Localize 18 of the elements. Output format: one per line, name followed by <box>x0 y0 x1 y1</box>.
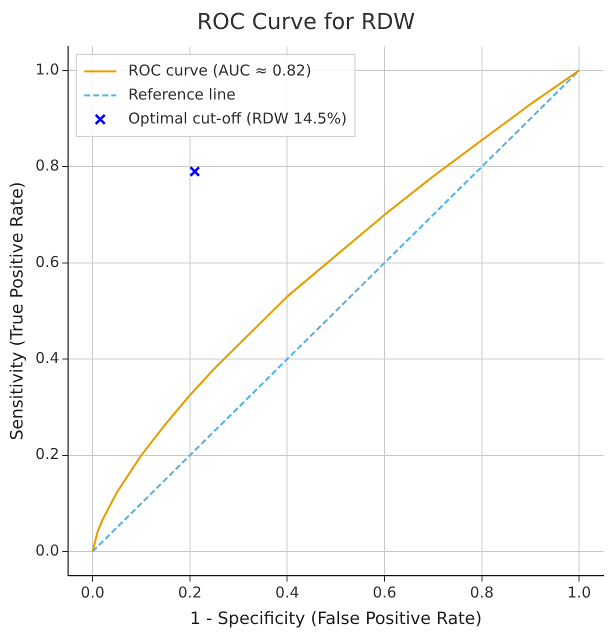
x-tick-label: 0.8 <box>470 583 494 602</box>
y-axis-title: Sensitivity (True Positive Rate) <box>8 182 28 440</box>
y-tick-label: 0.0 <box>35 541 60 560</box>
x-tick-label: 1.0 <box>567 583 592 602</box>
y-tick-label: 0.2 <box>35 445 60 464</box>
y-tick-label: 1.0 <box>35 60 60 78</box>
legend-label: ROC curve (AUC ≈ 0.82) <box>128 61 312 80</box>
x-tick-label: 0.0 <box>80 583 105 602</box>
x-tick-label: 0.6 <box>372 583 396 602</box>
x-tick-label: 0.2 <box>178 583 202 602</box>
legend-label: Reference line <box>128 85 236 104</box>
x-tick-label: 0.4 <box>275 583 300 602</box>
y-tick-label: 0.8 <box>35 156 60 175</box>
legend-label: Optimal cut-off (RDW 14.5%) <box>128 109 347 128</box>
y-tick-label: 0.4 <box>35 349 60 367</box>
chart-title: ROC Curve for RDW <box>196 10 416 35</box>
y-tick-label: 0.6 <box>35 252 60 271</box>
x-axis-title: 1 - Specificity (False Positive Rate) <box>190 609 482 630</box>
